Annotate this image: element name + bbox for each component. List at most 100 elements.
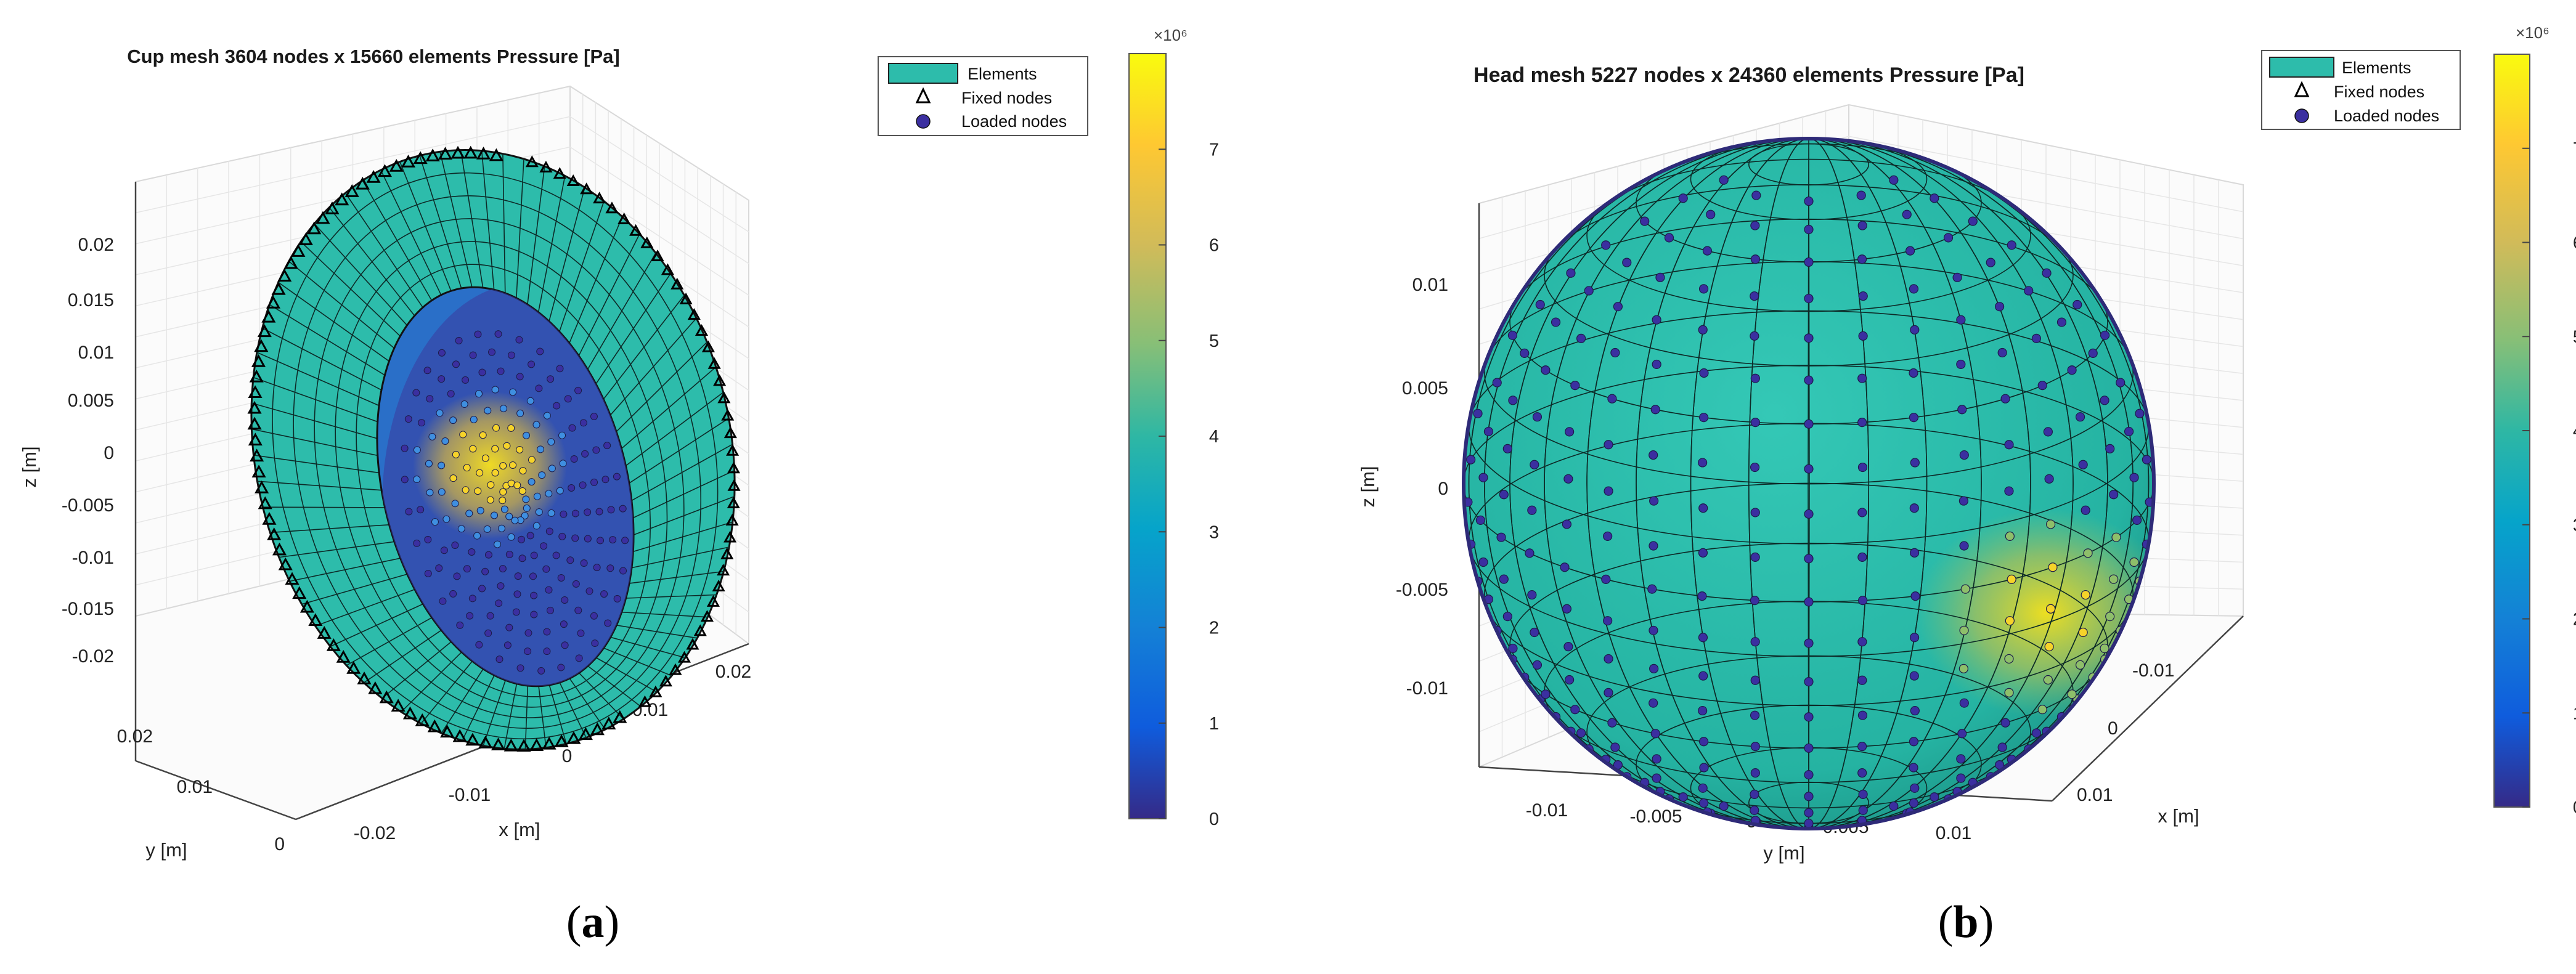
loaded-node-marker xyxy=(1956,359,1966,370)
rim-radial-line xyxy=(419,155,462,289)
loaded-node-marker xyxy=(1699,368,1709,378)
loaded-node-marker xyxy=(488,348,496,356)
rim-radial-line xyxy=(609,317,697,416)
loaded-node-marker xyxy=(474,330,482,338)
loaded-node-marker xyxy=(621,537,629,545)
loaded-node-marker xyxy=(475,390,483,398)
fixed-node-marker xyxy=(326,638,341,651)
loaded-node-marker xyxy=(455,336,463,344)
colorbar-tick-label: 3 xyxy=(2573,516,2576,535)
loaded-node-marker xyxy=(494,330,502,338)
fixed-node-marker xyxy=(539,160,553,172)
loaded-node-marker xyxy=(2142,455,2151,465)
loaded-node-marker xyxy=(518,487,526,495)
z-tick: 0.005 xyxy=(1402,378,1448,399)
fixed-node-marker xyxy=(258,496,272,509)
loaded-node-marker xyxy=(1909,633,1920,643)
loaded-node-marker xyxy=(1541,365,1551,375)
loaded-node-marker xyxy=(474,487,482,495)
rim-radial-line xyxy=(621,611,708,618)
loaded-node-marker xyxy=(2007,240,2016,250)
loaded-node-marker xyxy=(557,664,565,672)
loaded-node-marker xyxy=(439,597,447,605)
loaded-node-marker xyxy=(1613,302,1623,312)
fixed-node-marker xyxy=(450,145,465,159)
panel-a: Cup mesh 3604 nodes x 15660 elements Pre… xyxy=(18,26,1219,861)
loaded-node-marker xyxy=(613,595,621,603)
loaded-node-marker xyxy=(486,496,494,504)
loaded-node-marker xyxy=(500,505,508,513)
fixed-node-marker xyxy=(272,542,287,556)
fixed-node-marker xyxy=(247,400,262,414)
loaded-node-marker xyxy=(479,431,487,439)
loaded-node-marker xyxy=(1541,689,1551,699)
loaded-node-marker xyxy=(1750,552,1760,562)
loaded-node-marker xyxy=(1652,359,1661,370)
loaded-node-marker xyxy=(401,476,409,484)
fixed-node-marker xyxy=(618,212,631,224)
legend-loaded-label: Loaded nodes xyxy=(2334,107,2439,125)
rim-radial-line xyxy=(460,150,484,288)
fixed-node-marker xyxy=(379,690,394,704)
colorbar-tick-label: 4 xyxy=(2573,421,2576,441)
rim-radial-line xyxy=(251,402,378,439)
rim-radial-line xyxy=(401,651,462,713)
loaded-node-marker xyxy=(2044,474,2054,484)
loaded-node-marker xyxy=(1647,584,1657,594)
rim-radial-line xyxy=(253,376,378,423)
rim-radial-line xyxy=(441,668,484,734)
loaded-node-marker xyxy=(1698,783,1708,793)
loaded-node-marker xyxy=(571,534,579,542)
loaded-node-marker xyxy=(405,508,413,516)
loaded-node-marker xyxy=(1527,505,1537,515)
loaded-node-marker xyxy=(1997,347,2007,358)
loaded-node-marker xyxy=(2000,718,2010,728)
loaded-node-marker xyxy=(1649,664,1659,673)
fixed-node-marker xyxy=(292,586,307,599)
x-tick: 0 xyxy=(562,746,573,766)
colorbar-tick-label: 6 xyxy=(2573,233,2576,253)
loaded-node-marker xyxy=(1750,331,1759,341)
loaded-node-marker xyxy=(463,565,471,573)
fixed-node-marker xyxy=(693,624,707,636)
loaded-node-marker xyxy=(2031,333,2042,343)
loaded-node-marker xyxy=(1750,789,1759,799)
loaded-node-marker xyxy=(1804,293,1814,304)
x-tick: -0.01 xyxy=(2132,660,2174,681)
rim-radial-line xyxy=(625,392,724,466)
loaded-node-marker xyxy=(1604,688,1613,697)
legend-elements-swatch xyxy=(2269,57,2334,78)
fixed-node-marker xyxy=(307,221,322,235)
loaded-node-marker xyxy=(424,569,432,577)
loaded-node-marker xyxy=(505,623,513,631)
fixed-node-marker xyxy=(701,340,715,352)
colorbar-exponent: ×10⁶ xyxy=(2516,23,2550,42)
loaded-node-marker xyxy=(495,599,503,607)
rim-radial-line xyxy=(380,169,442,296)
loaded-node-marker xyxy=(570,455,578,463)
rim-ring-line xyxy=(293,195,701,729)
loaded-node-marker xyxy=(497,582,505,590)
loaded-node-marker xyxy=(1804,196,1814,206)
loaded-node-marker xyxy=(523,504,531,512)
loaded-node-marker xyxy=(451,500,459,508)
loaded-node-marker xyxy=(1750,596,1759,606)
loaded-node-marker xyxy=(2067,689,2077,699)
fixed-node-marker xyxy=(580,182,593,195)
loaded-node-marker xyxy=(1652,754,1661,764)
loaded-node-marker xyxy=(1997,742,2007,752)
fixed-node-marker xyxy=(440,724,455,738)
fixed-node-marker xyxy=(277,269,292,282)
loaded-node-marker xyxy=(412,389,420,397)
fixed-node-marker xyxy=(686,638,699,650)
loaded-node-marker xyxy=(528,360,536,368)
loaded-node-marker xyxy=(1520,348,1530,358)
loaded-node-marker xyxy=(548,465,556,473)
loaded-node-marker xyxy=(2067,365,2077,375)
loaded-node-marker xyxy=(561,596,569,604)
fixed-node-marker xyxy=(257,324,272,338)
loaded-node-marker xyxy=(1603,616,1613,626)
rim-radial-line xyxy=(256,352,380,407)
loaded-node-marker xyxy=(1750,637,1760,647)
fixed-node-marker xyxy=(566,174,580,186)
